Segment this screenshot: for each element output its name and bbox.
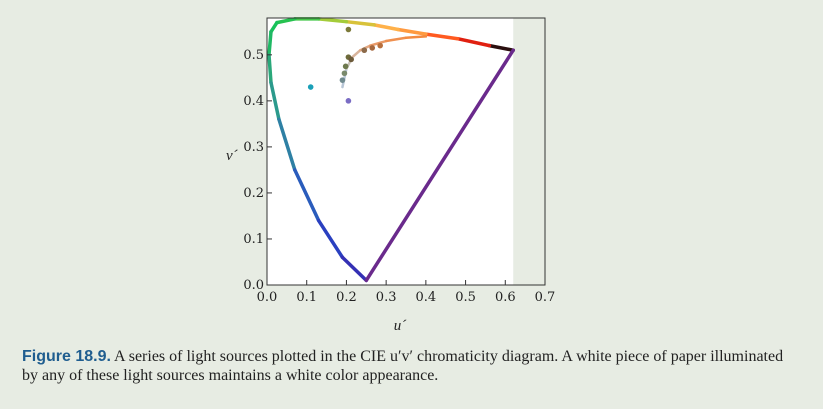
light-source-point	[377, 42, 383, 49]
y-tick-label: 0.2	[243, 186, 264, 201]
light-source-point	[348, 56, 354, 63]
spectral-locus-segment	[267, 53, 273, 85]
spectral-locus-segment	[316, 218, 345, 260]
light-source-point	[345, 26, 352, 33]
spectral-locus-segment	[344, 19, 376, 27]
chromaticity-chart: 0.0 0.1 0.2 0.3 0.4 0.5 0.6 0.7 0.0 0.1 0.2 0.3 0.4…	[226, 17, 556, 334]
y-tick-label: 0.0	[243, 278, 264, 293]
x-tick-label: 0.3	[376, 290, 397, 305]
blackbody-locus-segment	[404, 35, 428, 40]
x-tick-label: 0.0	[257, 290, 278, 305]
axes-frame	[266, 17, 546, 286]
spectral-locus-segment	[455, 36, 492, 48]
light-source-point	[341, 70, 348, 77]
light-source-point	[361, 47, 368, 54]
figure-caption: Figure 18.9. A series of light sources p…	[22, 347, 802, 385]
light-source-points	[307, 26, 383, 104]
x-axis-ticks: 0.0 0.1 0.2 0.3 0.4 0.5 0.6 0.7	[257, 280, 556, 305]
light-source-point	[339, 77, 346, 83]
spectral-locus-segment	[372, 23, 400, 32]
spectral-locus-segment	[277, 117, 297, 172]
light-source-point	[369, 45, 376, 51]
line-of-purples	[364, 48, 515, 283]
x-tick-label: 0.5	[455, 290, 476, 305]
x-axis-label: u´	[394, 318, 408, 334]
spectral-locus-segment	[340, 255, 369, 283]
spectral-locus-segment	[267, 30, 273, 57]
x-tick-label: 0.1	[296, 290, 317, 305]
spectral-locus-segment	[487, 43, 515, 52]
caption-text: A series of light sources plotted in the…	[22, 348, 784, 384]
y-tick-label: 0.1	[243, 232, 264, 247]
spectral-locus-segment	[269, 20, 279, 34]
x-tick-label: 0.7	[535, 290, 556, 305]
spectral-locus-segment	[424, 32, 460, 41]
light-source-point	[345, 98, 352, 104]
y-axis-label: v´	[226, 148, 239, 164]
spectral-locus-segment	[316, 17, 349, 24]
y-tick-label: 0.5	[243, 48, 264, 63]
spectral-locus-segment	[275, 17, 297, 25]
light-source-point	[307, 84, 314, 90]
x-tick-label: 0.4	[416, 290, 437, 305]
light-source-point	[342, 63, 349, 70]
y-axis-ticks: 0.0 0.1 0.2 0.3 0.4 0.5	[243, 48, 272, 293]
figure-number: Figure 18.9.	[22, 348, 111, 365]
blackbody-locus-segment	[369, 39, 388, 47]
spectral-locus-segment	[269, 80, 281, 122]
line-of-purples-segment	[364, 48, 515, 283]
y-tick-label: 0.4	[243, 94, 264, 109]
y-tick-label: 0.3	[243, 140, 264, 155]
spectral-locus	[267, 17, 515, 283]
spectral-locus-segment	[396, 27, 428, 36]
x-tick-label: 0.6	[495, 290, 516, 305]
blackbody-locus-segment	[384, 36, 408, 43]
spectral-locus-segment	[293, 168, 321, 223]
blackbody-locus-segment	[351, 48, 362, 59]
x-tick-label: 0.2	[336, 290, 357, 305]
plot-frame	[266, 17, 546, 286]
